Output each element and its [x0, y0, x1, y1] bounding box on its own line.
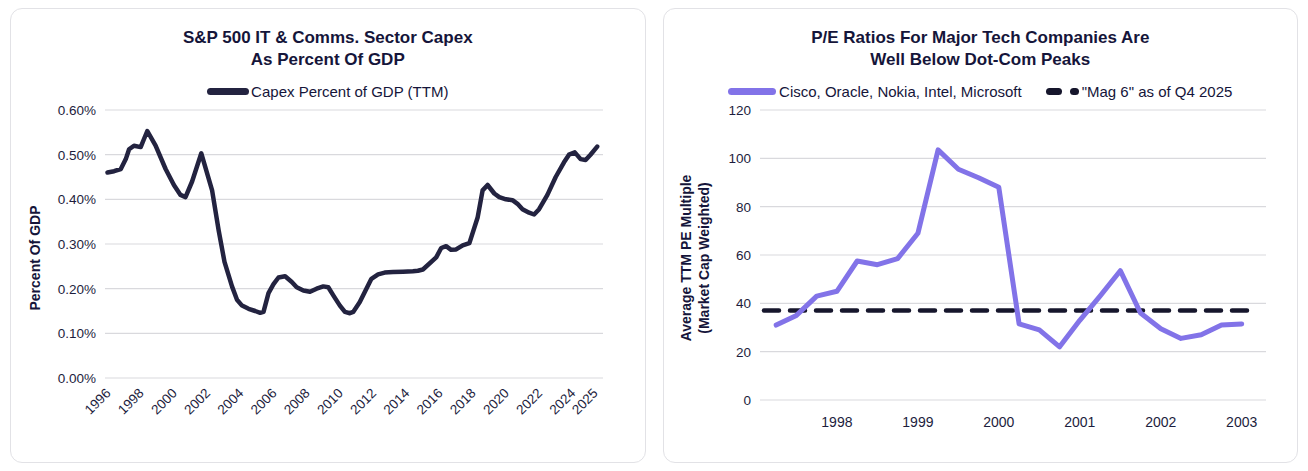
capex-legend-label: Capex Percent of GDP (TTM): [251, 83, 448, 100]
cisco-series-swatch: [728, 88, 776, 95]
capex-yaxis-title: Percent Of GDP: [27, 206, 45, 311]
series-capex-percent-of-gdp-ttm-: [108, 131, 598, 313]
pe-legend: Cisco, Oracle, Nokia, Intel, Microsoft "…: [676, 83, 1286, 100]
pe-yaxis-title-column: Average TTM PE Multiple (Market Cap Weig…: [676, 102, 714, 442]
svg-text:0.50%: 0.50%: [58, 147, 96, 162]
svg-text:2001: 2001: [1064, 414, 1095, 430]
svg-text:2018: 2018: [447, 385, 479, 417]
svg-text:80: 80: [735, 199, 750, 214]
svg-text:1999: 1999: [902, 414, 933, 430]
svg-text:1996: 1996: [82, 385, 114, 417]
svg-text:20: 20: [735, 344, 750, 359]
svg-text:2000: 2000: [148, 385, 180, 417]
svg-text:2022: 2022: [513, 385, 545, 417]
svg-text:0.30%: 0.30%: [58, 237, 96, 252]
pe-title-line1: P/E Ratios For Major Tech Companies Are: [811, 28, 1149, 47]
svg-text:0.10%: 0.10%: [58, 326, 96, 341]
svg-text:2006: 2006: [248, 385, 280, 417]
capex-line-chart: 0.00% 0.10% 0.20% 0.30% 0.40% 0.50% 0.60% 19961…: [49, 102, 615, 442]
svg-text:0.60%: 0.60%: [58, 103, 96, 118]
series-cisco-oracle-nokia-intel-microsoft: [776, 150, 1241, 347]
svg-text:2000: 2000: [983, 414, 1014, 430]
x-tick-labels: 1996199820002002200420062008201020122014…: [82, 385, 601, 417]
pe-yaxis-title: Average TTM PE Multiple (Market Cap Weig…: [677, 175, 712, 342]
pe-chart-title: P/E Ratios For Major Tech Companies Are …: [676, 27, 1286, 72]
svg-text:1998: 1998: [115, 385, 147, 417]
tech-charts-dashboard: S&P 500 IT & Comms. Sector Capex As Perc…: [0, 0, 1308, 471]
capex-legend: Capex Percent of GDP (TTM): [23, 83, 633, 100]
svg-text:60: 60: [735, 248, 750, 263]
capex-chart-title: S&P 500 IT & Comms. Sector Capex As Perc…: [23, 27, 633, 72]
svg-text:2014: 2014: [381, 385, 413, 417]
svg-text:2010: 2010: [314, 385, 346, 417]
svg-text:0.20%: 0.20%: [58, 281, 96, 296]
svg-text:2025: 2025: [569, 385, 601, 417]
capex-series-swatch: [207, 88, 249, 95]
svg-text:2008: 2008: [281, 385, 313, 417]
pe-title-line2: Well Below Dot-Com Peaks: [870, 50, 1090, 69]
mag6-legend-label: "Mag 6" as of Q4 2025: [1082, 83, 1233, 100]
svg-text:0.00%: 0.00%: [58, 371, 96, 386]
capex-title-line2: As Percent Of GDP: [251, 50, 405, 69]
svg-text:0: 0: [743, 393, 751, 408]
svg-text:2012: 2012: [347, 385, 379, 417]
capex-chart-card: S&P 500 IT & Comms. Sector Capex As Perc…: [10, 8, 646, 463]
svg-text:2002: 2002: [181, 385, 213, 417]
mag6-series-swatch: [1046, 88, 1079, 95]
svg-text:120: 120: [728, 103, 751, 118]
capex-plot-area: Percent Of GDP 0.00% 0.10% 0.20% 0.30% 0.40%…: [23, 102, 633, 442]
svg-text:1998: 1998: [821, 414, 852, 430]
svg-text:2003: 2003: [1226, 414, 1257, 430]
svg-text:2016: 2016: [414, 385, 446, 417]
pe-line-chart: 0 20 40 60 80 100 120 1998 1999 2000 2001 2002 2003: [714, 102, 1280, 442]
pe-ratios-chart-card: P/E Ratios For Major Tech Companies Are …: [663, 8, 1299, 463]
svg-text:40: 40: [735, 296, 750, 311]
svg-text:2002: 2002: [1145, 414, 1176, 430]
capex-yaxis-title-column: Percent Of GDP: [23, 102, 49, 442]
pe-plot-area: Average TTM PE Multiple (Market Cap Weig…: [676, 102, 1286, 442]
capex-title-line1: S&P 500 IT & Comms. Sector Capex: [183, 28, 473, 47]
svg-text:2020: 2020: [480, 385, 512, 417]
svg-text:2004: 2004: [215, 385, 247, 417]
cisco-legend-label: Cisco, Oracle, Nokia, Intel, Microsoft: [779, 83, 1022, 100]
svg-text:100: 100: [728, 151, 751, 166]
svg-text:0.40%: 0.40%: [58, 192, 96, 207]
y-gridlines-and-ticks: 0 20 40 60 80 100 120: [728, 103, 1266, 408]
x-tick-labels: 1998 1999 2000 2001 2002 2003: [821, 414, 1257, 430]
